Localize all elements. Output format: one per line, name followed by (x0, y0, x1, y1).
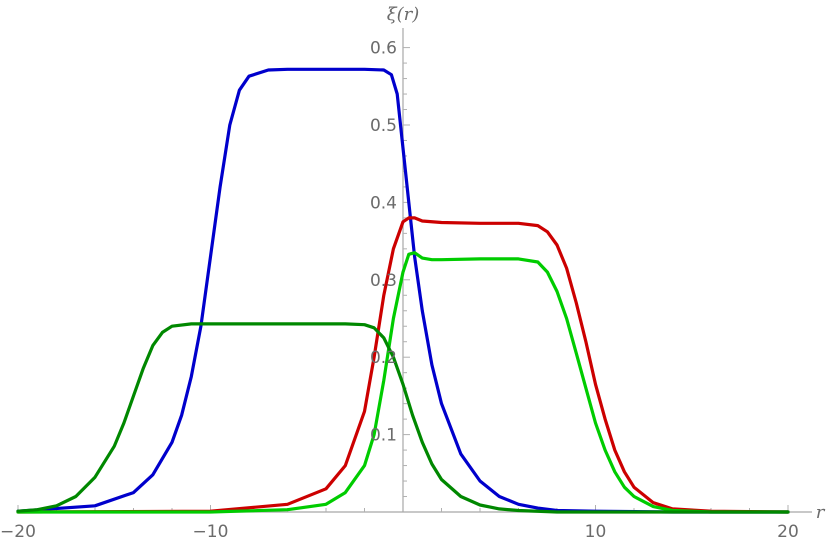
y-tick-label: 0.3 (370, 271, 397, 291)
series-line-3 (16, 251, 790, 514)
y-tick-label: 0.6 (370, 39, 397, 59)
y-tick-label: 0.2 (370, 348, 397, 368)
x-axis-label: r (816, 502, 826, 523)
x-tick-label: −20 (0, 522, 36, 542)
series-line-1 (16, 67, 790, 514)
series-line-2 (16, 216, 790, 514)
x-tick-label: 10 (585, 522, 607, 542)
y-tick-label: 0.1 (370, 426, 397, 446)
y-tick-label: 0.5 (370, 116, 397, 136)
series-group (16, 67, 790, 514)
x-tick-label: −10 (193, 522, 229, 542)
tick-labels: −20 −10 10 20 0.1 0.2 0.3 0.4 0.5 0.6 r ξ(r) (0, 4, 826, 542)
y-axis-label: ξ(r) (387, 4, 420, 25)
x-tick-label: 20 (777, 522, 799, 542)
series-line-4 (16, 322, 790, 514)
y-tick-label: 0.4 (370, 193, 397, 213)
